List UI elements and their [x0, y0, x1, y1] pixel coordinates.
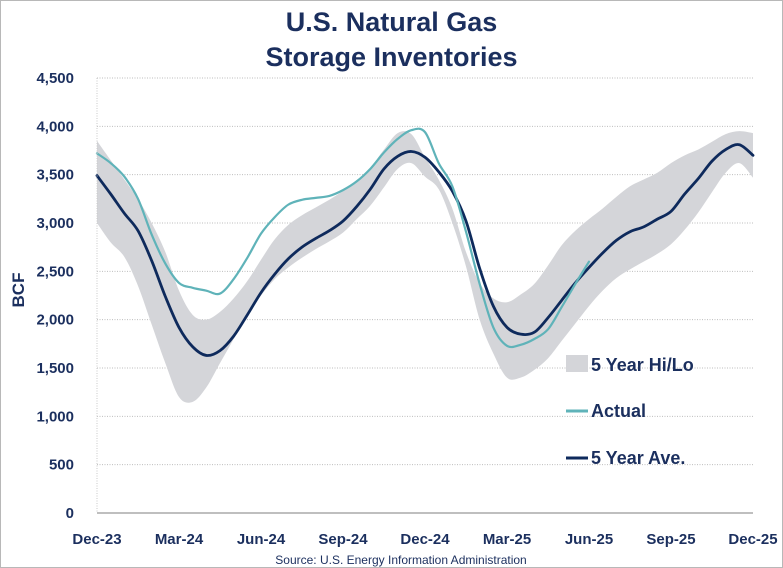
y-tick-label: 500	[49, 457, 74, 474]
series-layer	[95, 127, 755, 357]
y-tick-label: 3,500	[36, 167, 74, 184]
x-tick-label: Sep-25	[646, 531, 695, 548]
legend-swatch-band	[566, 355, 588, 372]
y-tick-label: 3,000	[36, 215, 74, 232]
chart-title: U.S. Natural Gas Storage Inventories	[1, 5, 782, 75]
source-note: Source: U.S. Energy Information Administ…	[275, 553, 526, 567]
x-tick-label: Mar-25	[483, 531, 531, 548]
hi-lo-band-layer	[97, 131, 753, 403]
legend-label-band: 5 Year Hi/Lo	[591, 355, 694, 375]
hi-lo-band	[97, 131, 753, 403]
axes: 0 500 1,000 1,500 2,000 2,500 3,000 3,500 4,000 4…	[36, 70, 777, 548]
actual-line	[95, 127, 591, 349]
x-tick-label: Sep-24	[318, 531, 368, 548]
y-axis-label: BCF	[9, 273, 28, 308]
x-tick-label: Mar-24	[155, 531, 204, 548]
legend-label-actual: Actual	[591, 401, 646, 421]
x-tick-label: Dec-24	[400, 531, 450, 548]
legend-label-average: 5 Year Ave.	[591, 448, 685, 468]
average-line	[95, 143, 755, 357]
gridlines	[97, 77, 753, 466]
x-tick-label: Dec-25	[728, 531, 777, 548]
y-tick-label: 1,500	[36, 360, 74, 377]
x-tick-label: Jun-24	[237, 531, 286, 548]
x-tick-label: Dec-23	[72, 531, 121, 548]
y-tick-label: 4,500	[36, 70, 74, 87]
y-tick-label: 0	[66, 505, 74, 522]
y-tick-label: 2,500	[36, 263, 74, 280]
legend: 5 Year Hi/Lo Actual 5 Year Ave.	[566, 355, 694, 468]
chart-title-line-1: U.S. Natural Gas	[285, 7, 498, 37]
chart-title-line-2: Storage Inventories	[265, 42, 518, 72]
y-tick-label: 1,000	[36, 408, 74, 425]
x-tick-label: Jun-25	[565, 531, 613, 548]
y-tick-label: 4,000	[36, 118, 74, 135]
y-tick-label: 2,000	[36, 312, 74, 329]
